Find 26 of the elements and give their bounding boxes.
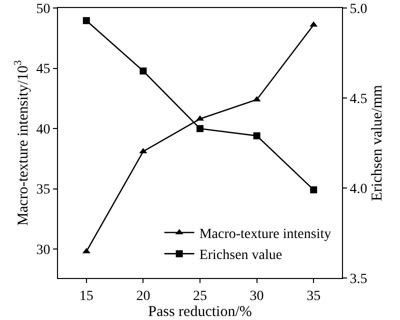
point: [139, 148, 148, 154]
y2-tick-label: 5.0: [350, 2, 368, 17]
point: [82, 248, 90, 254]
y2-tick-label: 3.5: [350, 272, 368, 287]
y-tick-label: 40: [36, 122, 50, 138]
point: [310, 186, 318, 194]
y-tick-label: 45: [36, 62, 50, 78]
legend-label: Erichsen value: [199, 248, 282, 264]
x-tick-label: 20: [136, 288, 150, 304]
y-tick-label: 30: [36, 242, 50, 258]
x-axis-title: Pass reduction/%: [148, 304, 252, 320]
point: [310, 21, 318, 27]
point: [82, 17, 90, 24]
y2-tick-label: 4.0: [350, 182, 368, 197]
x-tick-label: 15: [79, 288, 94, 304]
y-tick-label: 35: [36, 182, 50, 198]
y2-axis-title: Erichsen value/mm: [369, 84, 386, 202]
x-tick-label: 25: [193, 288, 207, 304]
point: [196, 125, 204, 132]
point: [253, 132, 260, 140]
legend-label: Macro-texture intensity: [199, 226, 332, 242]
x-tick-label: 30: [250, 288, 264, 304]
point: [140, 68, 147, 74]
x-tick-label: 35: [306, 288, 321, 304]
y2-tick-label: 4.5: [350, 92, 368, 107]
y-tick-label: 50: [36, 2, 50, 17]
